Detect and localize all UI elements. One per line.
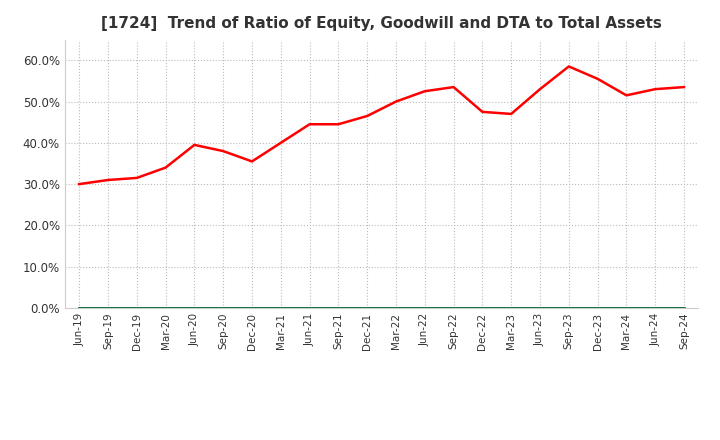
Deferred Tax Assets (593, 305, 602, 311)
Goodwill (680, 305, 688, 311)
Deferred Tax Assets (536, 305, 544, 311)
Goodwill (305, 305, 314, 311)
Equity (536, 87, 544, 92)
Equity (161, 165, 170, 170)
Equity (622, 93, 631, 98)
Equity (680, 84, 688, 90)
Deferred Tax Assets (420, 305, 429, 311)
Goodwill (593, 305, 602, 311)
Goodwill (651, 305, 660, 311)
Goodwill (536, 305, 544, 311)
Deferred Tax Assets (478, 305, 487, 311)
Deferred Tax Assets (449, 305, 458, 311)
Equity (392, 99, 400, 104)
Deferred Tax Assets (564, 305, 573, 311)
Goodwill (132, 305, 141, 311)
Equity (564, 64, 573, 69)
Deferred Tax Assets (276, 305, 285, 311)
Goodwill (161, 305, 170, 311)
Deferred Tax Assets (392, 305, 400, 311)
Goodwill (219, 305, 228, 311)
Deferred Tax Assets (104, 305, 112, 311)
Deferred Tax Assets (190, 305, 199, 311)
Deferred Tax Assets (622, 305, 631, 311)
Deferred Tax Assets (334, 305, 343, 311)
Deferred Tax Assets (161, 305, 170, 311)
Equity (132, 175, 141, 180)
Deferred Tax Assets (507, 305, 516, 311)
Equity (219, 148, 228, 154)
Equity (420, 88, 429, 94)
Deferred Tax Assets (132, 305, 141, 311)
Goodwill (420, 305, 429, 311)
Line: Equity: Equity (79, 66, 684, 184)
Equity (449, 84, 458, 90)
Goodwill (449, 305, 458, 311)
Equity (248, 159, 256, 164)
Deferred Tax Assets (305, 305, 314, 311)
Equity (305, 121, 314, 127)
Deferred Tax Assets (651, 305, 660, 311)
Equity (593, 76, 602, 81)
Title: [1724]  Trend of Ratio of Equity, Goodwill and DTA to Total Assets: [1724] Trend of Ratio of Equity, Goodwil… (102, 16, 662, 32)
Goodwill (104, 305, 112, 311)
Deferred Tax Assets (363, 305, 372, 311)
Goodwill (564, 305, 573, 311)
Equity (507, 111, 516, 117)
Goodwill (478, 305, 487, 311)
Goodwill (334, 305, 343, 311)
Equity (651, 87, 660, 92)
Deferred Tax Assets (248, 305, 256, 311)
Equity (276, 140, 285, 146)
Equity (190, 142, 199, 147)
Deferred Tax Assets (219, 305, 228, 311)
Deferred Tax Assets (75, 305, 84, 311)
Goodwill (622, 305, 631, 311)
Goodwill (363, 305, 372, 311)
Equity (75, 181, 84, 187)
Goodwill (190, 305, 199, 311)
Equity (478, 109, 487, 114)
Goodwill (392, 305, 400, 311)
Equity (104, 177, 112, 183)
Goodwill (75, 305, 84, 311)
Equity (334, 121, 343, 127)
Goodwill (507, 305, 516, 311)
Goodwill (276, 305, 285, 311)
Goodwill (248, 305, 256, 311)
Equity (363, 114, 372, 119)
Deferred Tax Assets (680, 305, 688, 311)
